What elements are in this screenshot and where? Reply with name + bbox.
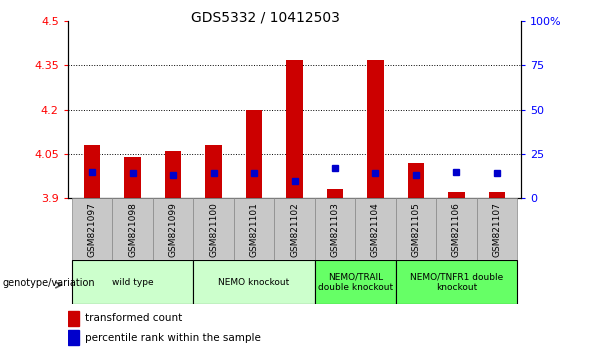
Bar bbox=[206, 145, 221, 198]
Text: GDS5332 / 10412503: GDS5332 / 10412503 bbox=[191, 11, 339, 25]
Bar bbox=[124, 157, 141, 198]
Text: GSM821101: GSM821101 bbox=[250, 202, 259, 257]
Bar bbox=[246, 110, 262, 198]
Bar bbox=[234, 198, 274, 260]
Bar bbox=[193, 260, 315, 304]
Bar bbox=[396, 260, 517, 304]
Bar bbox=[315, 260, 396, 304]
Text: GSM821098: GSM821098 bbox=[128, 202, 137, 257]
Bar bbox=[368, 59, 383, 198]
Text: GSM821097: GSM821097 bbox=[88, 202, 97, 257]
Bar bbox=[112, 198, 153, 260]
Bar bbox=[84, 145, 100, 198]
Text: GSM821107: GSM821107 bbox=[492, 202, 501, 257]
Bar bbox=[315, 198, 355, 260]
Bar bbox=[448, 192, 465, 198]
Bar bbox=[153, 198, 193, 260]
Bar bbox=[193, 198, 234, 260]
Bar bbox=[436, 198, 477, 260]
Text: NEMO/TRAIL
double knockout: NEMO/TRAIL double knockout bbox=[317, 273, 393, 292]
Text: transformed count: transformed count bbox=[85, 313, 182, 323]
Bar bbox=[355, 198, 396, 260]
Text: GSM821106: GSM821106 bbox=[452, 202, 461, 257]
Text: percentile rank within the sample: percentile rank within the sample bbox=[85, 332, 261, 343]
Text: NEMO/TNFR1 double
knockout: NEMO/TNFR1 double knockout bbox=[410, 273, 503, 292]
Bar bbox=[286, 59, 303, 198]
Text: GSM821103: GSM821103 bbox=[330, 202, 339, 257]
Text: GSM821100: GSM821100 bbox=[209, 202, 218, 257]
Bar bbox=[327, 189, 343, 198]
Bar bbox=[477, 198, 517, 260]
Bar bbox=[408, 163, 424, 198]
Text: wild type: wild type bbox=[112, 278, 153, 287]
Text: NEMO knockout: NEMO knockout bbox=[219, 278, 290, 287]
Text: GSM821105: GSM821105 bbox=[412, 202, 421, 257]
Bar bbox=[68, 330, 79, 345]
Bar bbox=[396, 198, 436, 260]
Bar bbox=[72, 198, 112, 260]
Bar bbox=[72, 260, 193, 304]
Text: GSM821104: GSM821104 bbox=[371, 202, 380, 257]
Text: GSM821102: GSM821102 bbox=[290, 202, 299, 257]
Text: genotype/variation: genotype/variation bbox=[3, 278, 95, 288]
Bar bbox=[68, 311, 79, 326]
Bar bbox=[274, 198, 315, 260]
Bar bbox=[489, 192, 505, 198]
Text: GSM821099: GSM821099 bbox=[168, 202, 177, 257]
Bar bbox=[165, 151, 181, 198]
